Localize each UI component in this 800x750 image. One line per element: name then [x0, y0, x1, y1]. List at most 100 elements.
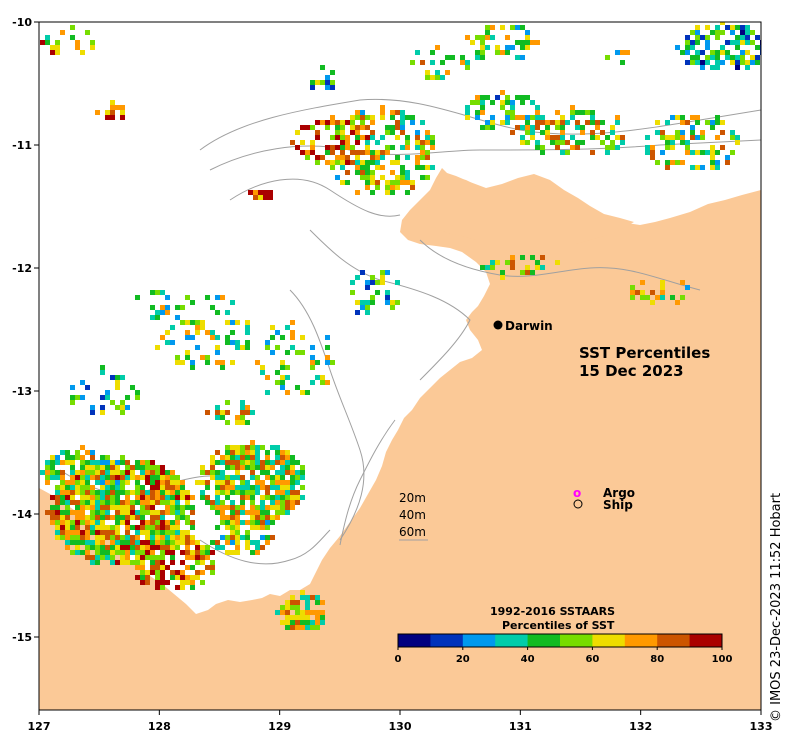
sst-pixel	[400, 115, 405, 120]
sst-pixel	[370, 115, 375, 120]
sst-pixel	[95, 560, 100, 565]
sst-pixel	[665, 120, 670, 125]
sst-pixel	[325, 80, 330, 85]
sst-pixel	[745, 35, 750, 40]
sst-pixel	[375, 150, 380, 155]
sst-pixel	[120, 410, 125, 415]
sst-pixel	[490, 120, 495, 125]
sst-pixel	[250, 495, 255, 500]
sst-pixel	[680, 115, 685, 120]
sst-pixel	[525, 140, 530, 145]
sst-pixel	[615, 115, 620, 120]
sst-pixel	[85, 555, 90, 560]
sst-pixel	[100, 465, 105, 470]
sst-pixel	[300, 470, 305, 475]
colorbar-title-line1: 1992-2016 SSTAARS	[490, 605, 615, 618]
sst-pixel	[180, 320, 185, 325]
sst-pixel	[210, 500, 215, 505]
sst-pixel	[325, 355, 330, 360]
sst-pixel	[65, 510, 70, 515]
sst-pixel	[540, 130, 545, 135]
sst-pixel	[405, 115, 410, 120]
sst-pixel	[615, 135, 620, 140]
sst-pixel	[695, 55, 700, 60]
sst-pixel	[155, 515, 160, 520]
sst-pixel	[150, 550, 155, 555]
sst-pixel	[315, 135, 320, 140]
sst-pixel	[415, 130, 420, 135]
sst-pixel	[95, 545, 100, 550]
sst-pixel	[230, 510, 235, 515]
sst-pixel	[365, 145, 370, 150]
sst-pixel	[605, 55, 610, 60]
sst-pixel	[560, 120, 565, 125]
sst-pixel	[225, 520, 230, 525]
sst-pixel	[490, 260, 495, 265]
sst-pixel	[310, 360, 315, 365]
sst-pixel	[300, 150, 305, 155]
sst-pixel	[140, 545, 145, 550]
sst-pixel	[675, 300, 680, 305]
sst-pixel	[90, 515, 95, 520]
sst-pixel	[600, 140, 605, 145]
sst-pixel	[570, 145, 575, 150]
sst-pixel	[710, 55, 715, 60]
sst-pixel	[315, 160, 320, 165]
sst-pixel	[95, 540, 100, 545]
sst-pixel	[755, 60, 760, 65]
sst-pixel	[165, 565, 170, 570]
sst-pixel	[305, 155, 310, 160]
sst-pixel	[55, 490, 60, 495]
sst-pixel	[268, 195, 273, 200]
sst-pixel	[525, 95, 530, 100]
sst-pixel	[375, 160, 380, 165]
sst-pixel	[120, 400, 125, 405]
sst-pixel	[80, 510, 85, 515]
sst-pixel	[140, 475, 145, 480]
sst-pixel	[420, 60, 425, 65]
sst-pixel	[105, 495, 110, 500]
sst-pixel	[230, 530, 235, 535]
sst-pixel	[320, 375, 325, 380]
sst-pixel	[265, 505, 270, 510]
sst-pixel	[245, 320, 250, 325]
sst-pixel	[195, 545, 200, 550]
sst-pixel	[135, 560, 140, 565]
sst-pixel	[475, 100, 480, 105]
sst-pixel	[350, 125, 355, 130]
sst-pixel	[210, 305, 215, 310]
sst-pixel	[340, 180, 345, 185]
sst-pixel	[170, 575, 175, 580]
sst-pixel	[45, 465, 50, 470]
sst-pixel	[145, 570, 150, 575]
sst-pixel	[280, 375, 285, 380]
sst-pixel	[415, 160, 420, 165]
sst-pixel	[240, 490, 245, 495]
sst-pixel	[185, 355, 190, 360]
sst-pixel	[340, 130, 345, 135]
sst-pixel	[310, 355, 315, 360]
sst-pixel	[285, 625, 290, 630]
sst-pixel	[640, 295, 645, 300]
sst-pixel	[735, 40, 740, 45]
sst-pixel	[375, 290, 380, 295]
sst-pixel	[150, 520, 155, 525]
sst-pixel	[400, 175, 405, 180]
sst-pixel	[235, 420, 240, 425]
sst-pixel	[530, 115, 535, 120]
argo-label: Argo	[603, 486, 635, 500]
sst-pixel	[390, 115, 395, 120]
sst-pixel	[235, 510, 240, 515]
sst-pixel	[95, 500, 100, 505]
sst-pixel	[65, 545, 70, 550]
sst-pixel	[155, 575, 160, 580]
sst-pixel	[700, 130, 705, 135]
sst-pixel	[50, 520, 55, 525]
sst-pixel	[105, 530, 110, 535]
sst-pixel	[255, 515, 260, 520]
sst-pixel	[115, 480, 120, 485]
sst-pixel	[85, 490, 90, 495]
sst-pixel	[735, 140, 740, 145]
sst-pixel	[70, 465, 75, 470]
sst-pixel	[480, 100, 485, 105]
